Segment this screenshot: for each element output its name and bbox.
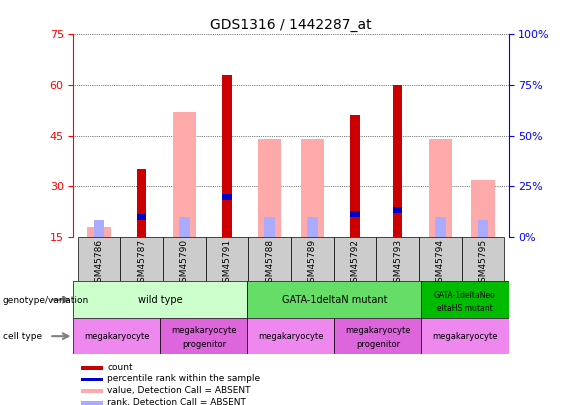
Bar <box>307 217 318 237</box>
Bar <box>376 237 419 281</box>
Text: progenitor: progenitor <box>182 340 226 349</box>
Bar <box>477 220 488 237</box>
Bar <box>94 220 105 237</box>
Text: wild type: wild type <box>138 295 182 305</box>
Text: GSM45795: GSM45795 <box>479 239 488 288</box>
Bar <box>73 281 247 318</box>
Text: GSM45786: GSM45786 <box>94 239 103 288</box>
Text: megakaryocyte: megakaryocyte <box>432 332 498 341</box>
Text: megakaryocyte: megakaryocyte <box>258 332 324 341</box>
Bar <box>350 115 360 237</box>
Bar <box>81 366 103 370</box>
Bar <box>179 217 190 237</box>
Bar <box>160 318 247 354</box>
Text: GSM45794: GSM45794 <box>436 239 445 288</box>
Bar <box>421 281 508 318</box>
Bar <box>291 237 333 281</box>
Text: GSM45790: GSM45790 <box>180 239 189 288</box>
Bar <box>249 237 291 281</box>
Bar <box>258 139 281 237</box>
Text: GSM45787: GSM45787 <box>137 239 146 288</box>
Text: genotype/variation: genotype/variation <box>3 296 89 305</box>
Bar <box>88 227 111 237</box>
Text: rank, Detection Call = ABSENT: rank, Detection Call = ABSENT <box>107 398 246 405</box>
Bar <box>419 237 462 281</box>
Bar <box>222 194 232 200</box>
Bar <box>247 281 421 318</box>
Bar <box>462 237 504 281</box>
Text: GSM45788: GSM45788 <box>265 239 274 288</box>
Text: megakaryocyte: megakaryocyte <box>345 326 411 335</box>
Text: GSM45792: GSM45792 <box>350 239 359 288</box>
Text: percentile rank within the sample: percentile rank within the sample <box>107 374 260 384</box>
Bar <box>428 139 452 237</box>
Bar <box>78 237 120 281</box>
Bar <box>421 318 508 354</box>
Bar <box>120 237 163 281</box>
Text: GSM45791: GSM45791 <box>223 239 232 288</box>
Bar <box>206 237 249 281</box>
Bar <box>301 139 324 237</box>
Title: GDS1316 / 1442287_at: GDS1316 / 1442287_at <box>210 18 372 32</box>
Text: GATA-1deltaNeo: GATA-1deltaNeo <box>434 291 496 300</box>
Text: count: count <box>107 363 133 372</box>
Bar <box>333 237 376 281</box>
Bar <box>334 318 421 354</box>
Bar <box>222 75 232 237</box>
Bar <box>81 401 103 405</box>
Bar <box>81 389 103 393</box>
Bar <box>264 217 275 237</box>
Text: cell type: cell type <box>3 333 42 341</box>
Bar <box>247 318 334 354</box>
Text: megakaryocyte: megakaryocyte <box>84 332 150 341</box>
Text: value, Detection Call = ABSENT: value, Detection Call = ABSENT <box>107 386 251 395</box>
Bar <box>350 211 360 217</box>
Bar <box>393 207 402 213</box>
Bar <box>173 112 196 237</box>
Text: megakaryocyte: megakaryocyte <box>171 326 237 335</box>
Bar <box>73 318 160 354</box>
Bar <box>471 179 494 237</box>
Text: progenitor: progenitor <box>356 340 400 349</box>
Text: eltaHS mutant: eltaHS mutant <box>437 304 493 313</box>
Text: GSM45789: GSM45789 <box>308 239 317 288</box>
Bar <box>163 237 206 281</box>
Bar <box>81 377 103 381</box>
Bar <box>137 169 146 237</box>
Bar <box>435 217 446 237</box>
Bar <box>137 214 146 220</box>
Text: GSM45793: GSM45793 <box>393 239 402 288</box>
Text: GATA-1deltaN mutant: GATA-1deltaN mutant <box>282 295 387 305</box>
Bar <box>393 85 402 237</box>
